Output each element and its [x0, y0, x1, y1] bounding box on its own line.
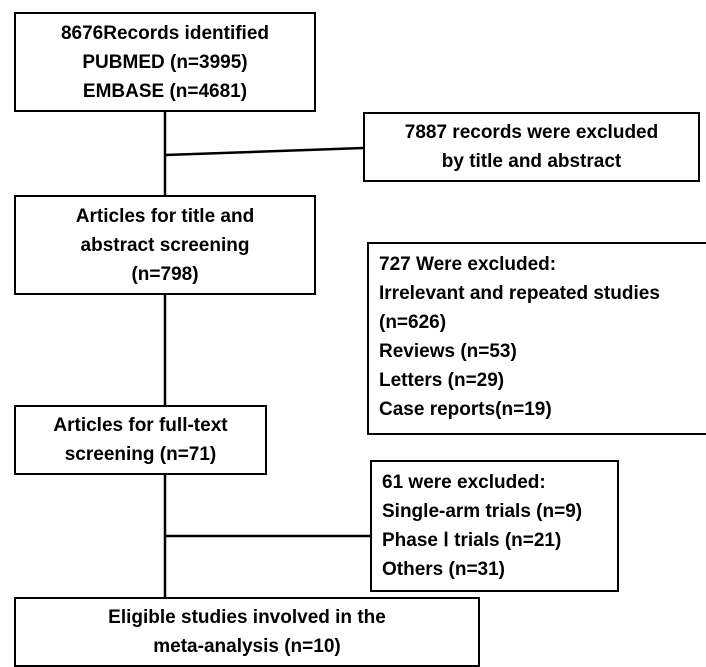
node: 727 Were excluded: Irrelevant and repeate…	[367, 242, 706, 435]
node-text: meta-analysis (n=10)	[153, 636, 341, 657]
node-text: (n=626)	[379, 312, 447, 333]
node-text: PUBMED (n=3995)	[82, 51, 248, 73]
node-text: Eligible studies involved in the	[108, 607, 386, 628]
node-text: 7887 records were excluded	[404, 122, 659, 143]
node-text: Reviews (n=53)	[379, 341, 517, 362]
node-text: (n=798)	[131, 263, 199, 285]
node-text: abstract screening	[80, 234, 250, 256]
node-text: Irrelevant and repeated studies	[379, 283, 660, 304]
node-text: Others (n=31)	[382, 559, 506, 580]
node-text: by title and abstract	[441, 151, 622, 172]
node-text: Letters (n=29)	[379, 370, 505, 391]
node-text: Case reports(n=19)	[379, 399, 552, 420]
node-text: screening (n=71)	[64, 444, 217, 465]
node: 7887 records were excluded by title and a…	[363, 112, 700, 182]
node-text: 61 were excluded:	[382, 472, 546, 493]
node-text: Single-arm trials (n=9)	[382, 501, 583, 522]
node-text: 8676Records identified	[60, 22, 270, 44]
node-text: Articles for title and	[75, 205, 255, 227]
node-text: EMBASE (n=4681)	[82, 80, 248, 102]
node-text: Phase Ⅰ trials (n=21)	[382, 530, 562, 551]
node-text: 727 Were excluded:	[379, 254, 557, 275]
node: 61 were excluded: Single-arm trials (n=9)…	[370, 460, 619, 592]
node-text: Articles for full-text	[53, 415, 228, 436]
node: Articles for title and abstract screening…	[14, 195, 316, 295]
node: Articles for full-text screening (n=71)	[14, 405, 267, 475]
node: 8676Records identified PUBMED (n=3995) EMB…	[14, 12, 316, 112]
connector	[164, 146, 364, 157]
node: Eligible studies involved in the meta-ana…	[14, 597, 480, 667]
